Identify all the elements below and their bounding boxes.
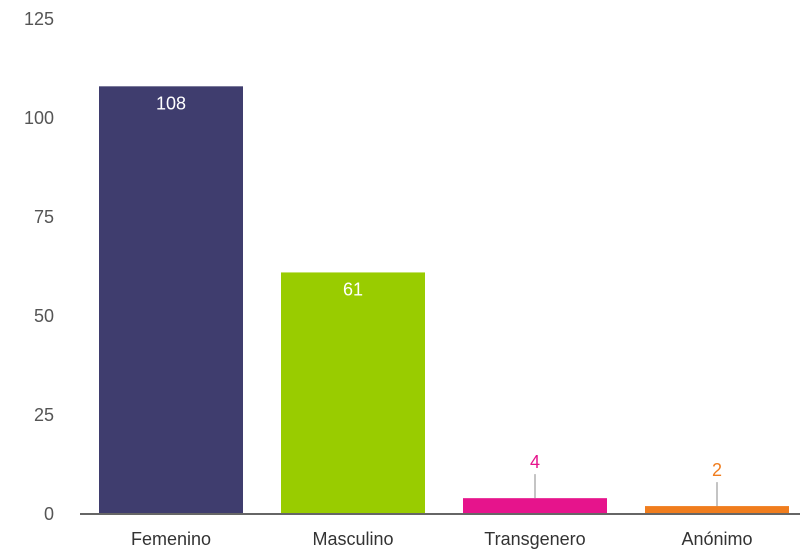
bar-anónimo	[645, 506, 789, 514]
y-tick-label: 25	[34, 405, 54, 425]
x-category-label: Masculino	[312, 529, 393, 549]
x-category-label: Transgenero	[484, 529, 585, 549]
bars	[99, 86, 789, 514]
data-label: 108	[156, 93, 186, 113]
x-category-label: Anónimo	[681, 529, 752, 549]
data-label: 61	[343, 279, 363, 299]
data-label: 4	[530, 452, 540, 472]
y-tick-label: 0	[44, 504, 54, 524]
y-tick-label: 75	[34, 207, 54, 227]
y-tick-label: 100	[24, 108, 54, 128]
data-label: 2	[712, 460, 722, 480]
y-axis: 0 25 50 75 100 125	[24, 9, 54, 524]
x-category-label: Femenino	[131, 529, 211, 549]
y-tick-label: 50	[34, 306, 54, 326]
bar-femenino	[99, 86, 243, 514]
bar-transgenero	[463, 498, 607, 514]
data-labels: 108 61 4 2	[156, 93, 722, 507]
x-axis: Femenino Masculino Transgenero Anónimo	[131, 529, 753, 549]
bar-masculino	[281, 272, 425, 514]
y-tick-label: 125	[24, 9, 54, 29]
